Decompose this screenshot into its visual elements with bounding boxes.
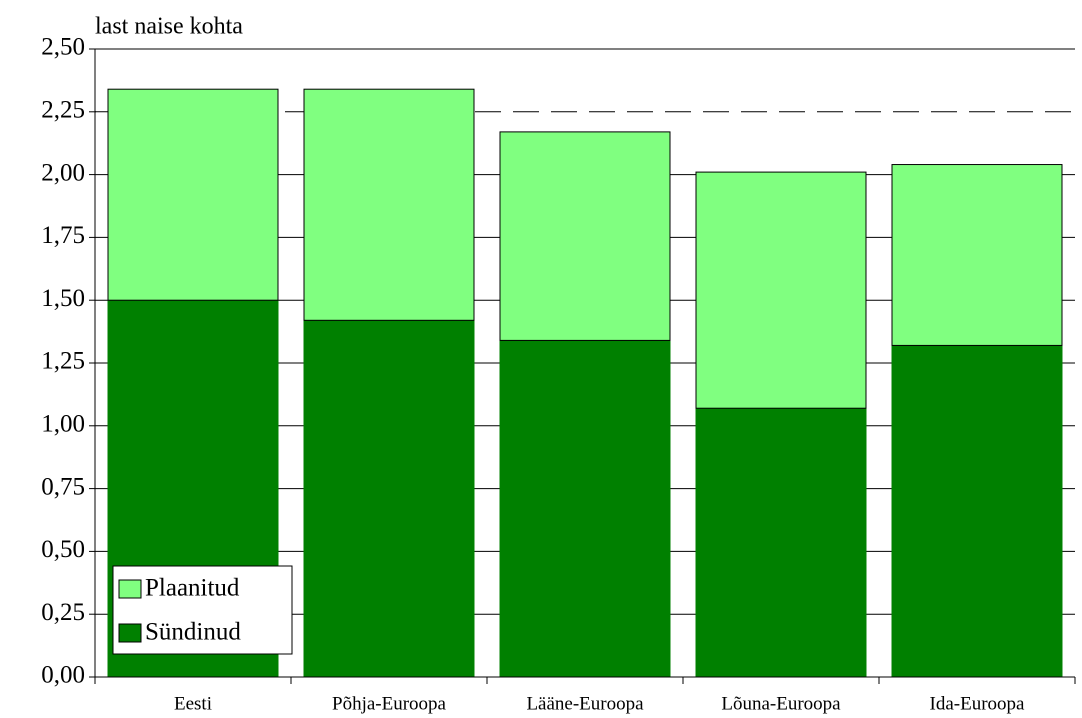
x-tick-label: Põhja-Euroopa <box>332 693 447 714</box>
bar-segment <box>891 164 1063 346</box>
x-tick-label: Ida-Euroopa <box>930 693 1026 714</box>
x-tick-label: Eesti <box>174 693 212 714</box>
bar-segment <box>107 88 279 301</box>
y-tick-label: 1,50 <box>41 285 85 312</box>
y-tick-label: 1,25 <box>41 348 85 375</box>
legend-box <box>112 565 293 655</box>
y-tick-label: 0,25 <box>41 599 85 626</box>
bar-segment <box>303 88 475 321</box>
x-tick-label: Lõuna-Euroopa <box>721 693 841 714</box>
y-tick-label: 2,25 <box>41 97 85 124</box>
legend-swatch <box>118 623 142 643</box>
bar-segment <box>499 131 671 341</box>
y-tick-label: 2,00 <box>41 159 85 186</box>
x-tick-label: Lääne-Euroopa <box>526 693 644 714</box>
bar-segment <box>891 344 1063 678</box>
legend-label: Sündinud <box>145 619 241 646</box>
legend-swatch <box>118 579 142 599</box>
bar-segment <box>303 319 475 678</box>
bar-segment <box>695 407 867 678</box>
legend-label: Plaanitud <box>145 575 240 602</box>
y-tick-label: 1,00 <box>41 411 85 438</box>
y-tick-label: 1,75 <box>41 222 85 249</box>
y-tick-label: 0,50 <box>41 536 85 563</box>
bar-segment <box>695 171 867 409</box>
chart-title: last naise kohta <box>95 14 243 40</box>
y-tick-label: 2,50 <box>41 34 85 61</box>
y-tick-label: 0,00 <box>41 662 85 689</box>
bar-segment <box>499 339 671 678</box>
y-tick-label: 0,75 <box>41 473 85 500</box>
reference-bg <box>96 108 1075 115</box>
